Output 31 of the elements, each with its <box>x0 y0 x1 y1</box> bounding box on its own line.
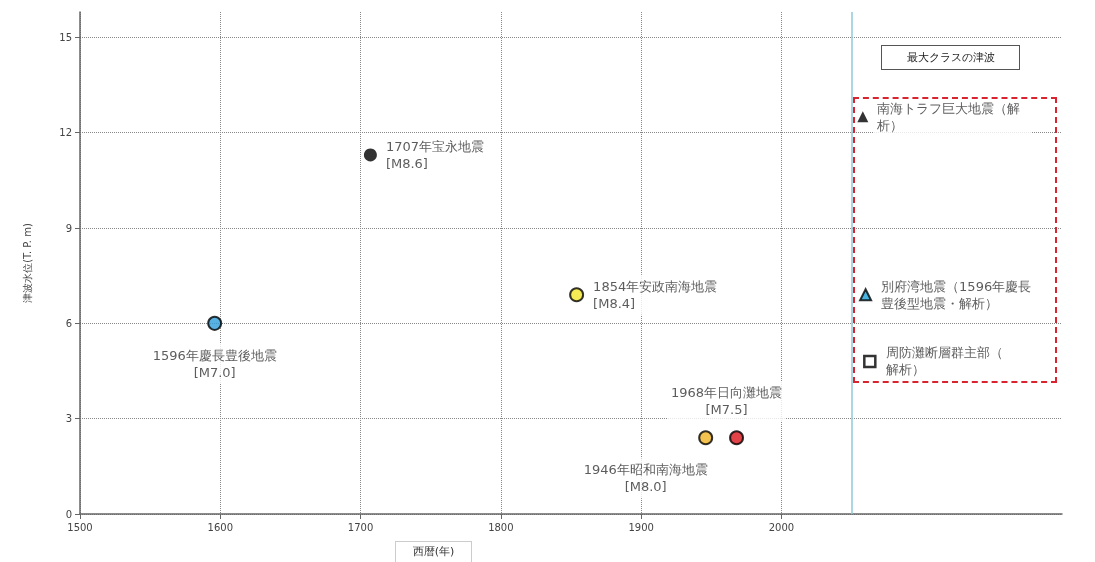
series-label: 1946年昭和南海地震 [M8.0] <box>583 462 708 495</box>
point <box>863 354 877 369</box>
point <box>207 315 223 331</box>
text: 1596年慶長豊後地震 [M7.0] <box>152 347 277 380</box>
point <box>363 148 377 162</box>
y-tick-label: 15 <box>59 31 72 43</box>
text: 1968年日向灘地震 [M7.5] <box>670 385 783 418</box>
y-tick-label: 0 <box>65 508 72 520</box>
x-tick-label: 1700 <box>347 521 374 533</box>
series-label: 別府湾地震（1596年慶長豊後型地震・解析） <box>881 278 1032 311</box>
y-tick-label: 12 <box>59 127 72 139</box>
x-tick-label: 1600 <box>207 521 234 533</box>
series-label: 1707年宝永地震 [M8.6] <box>385 138 484 171</box>
annotation: 最大クラスの津波 <box>881 45 1020 70</box>
x-tick-label: 2000 <box>768 521 795 533</box>
series-label: 1854年安政南海地震 [M8.4] <box>593 278 718 311</box>
point <box>857 111 869 123</box>
point <box>729 430 745 446</box>
y-tick-label: 6 <box>65 317 72 329</box>
series-label: 周防灘断層群主部（解析） <box>885 345 1003 378</box>
y-tick-label: 3 <box>65 413 72 425</box>
x-axis-title: 西暦(年) <box>395 541 472 562</box>
point <box>569 287 585 303</box>
x-tick-label: 1500 <box>67 521 93 533</box>
point <box>859 288 873 302</box>
x-tick-label: 1800 <box>488 521 514 533</box>
x-tick-label: 1900 <box>628 521 654 533</box>
series-label: 南海トラフ巨大地震（解析） <box>876 100 1021 133</box>
y-axis-title: 津波水位(T. P. m) <box>21 223 33 303</box>
point <box>698 430 714 446</box>
y-tick-label: 9 <box>65 222 72 234</box>
